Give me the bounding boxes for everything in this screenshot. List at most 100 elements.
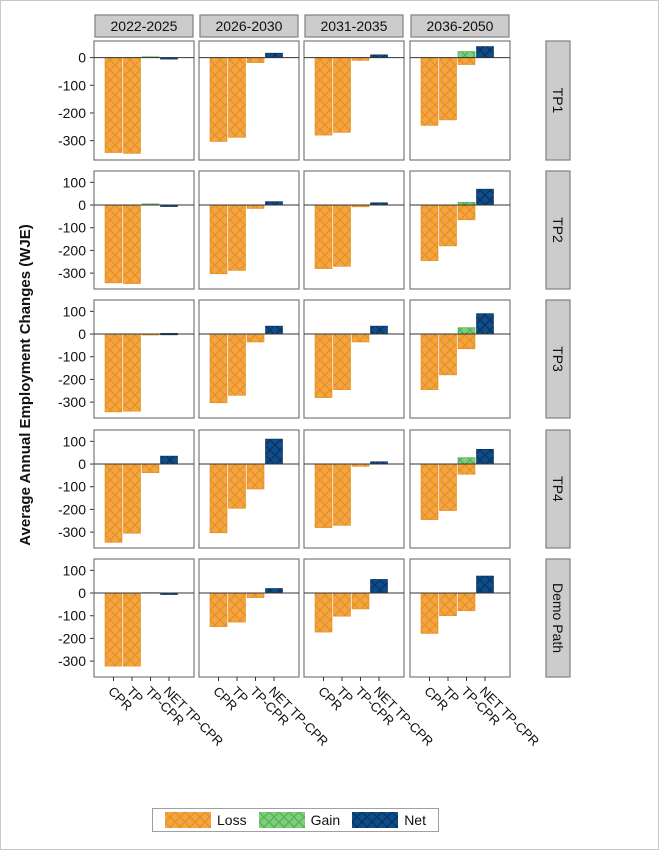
bar-loss-1-3-1: [439, 204, 457, 247]
row-strip-3: [545, 429, 571, 549]
bar-loss-0-0-0: [104, 57, 123, 153]
bar-loss-2-1-2: [246, 333, 265, 343]
y-tick-label-2-1: 0: [78, 326, 86, 342]
y-tick-label-1-2: -100: [58, 220, 86, 236]
bar-net-1-1: [265, 201, 283, 206]
bar-loss-3-0-1: [123, 463, 141, 534]
y-tick-label-0-3: -300: [58, 133, 86, 149]
bar-loss-0-1-0: [209, 57, 228, 142]
y-axis-label: Average Annual Employment Changes (WJE): [17, 224, 34, 545]
bar-loss-1-2-1: [333, 204, 351, 267]
y-tick-label-4-4: -300: [58, 653, 86, 669]
y-tick-label-0-1: -100: [58, 77, 86, 93]
y-tick-label-2-2: -100: [58, 349, 86, 365]
y-tick-label-2-3: -200: [58, 371, 86, 387]
y-tick-label-3-1: 0: [78, 456, 86, 472]
y-tick-label-1-1: 0: [78, 197, 86, 213]
row-strip-4: [545, 558, 571, 678]
bar-loss-3-2-0: [314, 463, 333, 528]
bar-loss-4-3-0: [420, 592, 439, 634]
column-strip-label-3: 2036-2050: [427, 18, 494, 34]
y-tick-label-4-2: -100: [58, 608, 86, 624]
bar-loss-4-3-1: [439, 592, 457, 617]
bar-net-0-1: [265, 52, 283, 58]
bar-loss-3-0-0: [104, 463, 123, 543]
bar-net-4-1: [265, 588, 283, 594]
bar-net-2-3: [476, 313, 494, 335]
y-tick-label-3-3: -200: [58, 501, 86, 517]
row-strip-label-0: TP1: [550, 88, 566, 114]
y-tick-label-4-3: -200: [58, 630, 86, 646]
column-strip-1: [199, 14, 299, 38]
bar-loss-1-3-0: [420, 204, 439, 261]
bar-net-3-1: [265, 438, 283, 465]
bar-loss-0-3-2: [457, 57, 476, 65]
column-strip-label-1: 2026-2030: [216, 18, 283, 34]
bar-net-3-0: [160, 455, 178, 465]
bar-loss-4-1-2: [246, 592, 265, 598]
bar-net-4-2: [370, 579, 388, 594]
column-strip-label-0: 2022-2025: [111, 18, 178, 34]
legend: Loss Gain Net: [152, 808, 439, 832]
bar-loss-2-1-1: [228, 333, 246, 396]
y-tick-label-1-4: -300: [58, 265, 86, 281]
legend-label-net: Net: [404, 812, 426, 828]
bar-loss-2-0-1: [123, 333, 141, 412]
bar-loss-3-0-2: [141, 463, 160, 473]
row-strip-2: [545, 299, 571, 419]
bar-loss-2-2-1: [333, 333, 351, 390]
y-tick-label-2-4: -300: [58, 394, 86, 410]
legend-label-gain: Gain: [310, 812, 341, 828]
bar-loss-0-1-1: [228, 57, 246, 138]
column-strip-0: [94, 14, 194, 38]
legend-swatch-net: [352, 812, 399, 828]
bar-loss-2-3-2: [457, 333, 476, 350]
bar-loss-1-1-0: [209, 204, 228, 275]
bar-loss-2-0-0: [104, 333, 123, 413]
bar-loss-0-0-1: [123, 57, 141, 154]
y-tick-label-1-3: -200: [58, 242, 86, 258]
y-tick-label-4-1: 0: [78, 585, 86, 601]
bar-loss-0-2-1: [333, 57, 351, 133]
bar-loss-3-2-1: [333, 463, 351, 526]
y-tick-label-1-0: 100: [63, 174, 87, 190]
bar-loss-4-2-2: [351, 592, 370, 610]
bar-gain-2-3-2: [457, 327, 476, 335]
bar-loss-0-3-0: [420, 57, 439, 126]
bar-loss-2-2-0: [314, 333, 333, 398]
bar-loss-1-0-1: [123, 204, 141, 284]
bar-loss-4-1-0: [209, 592, 228, 627]
y-tick-label-3-4: -300: [58, 524, 86, 540]
bar-loss-3-1-1: [228, 463, 246, 509]
row-strip-label-3: TP4: [550, 476, 566, 502]
column-strip-label-2: 2031-2035: [321, 18, 388, 34]
bar-loss-3-1-2: [246, 463, 265, 490]
y-tick-label-2-0: 100: [63, 303, 87, 319]
bar-loss-1-2-0: [314, 204, 333, 269]
bar-gain-0-3-2: [457, 51, 476, 58]
y-tick-label-0-2: -200: [58, 105, 86, 121]
row-strip-label-4: Demo Path: [550, 583, 566, 653]
bar-loss-3-3-1: [439, 463, 457, 511]
bar-loss-1-1-1: [228, 204, 246, 271]
bar-loss-3-1-0: [209, 463, 228, 534]
bar-loss-4-1-1: [228, 592, 246, 623]
legend-item-gain: Gain: [258, 812, 341, 828]
bar-loss-2-2-2: [351, 333, 370, 343]
y-tick-label-3-0: 100: [63, 433, 87, 449]
bar-loss-4-2-0: [314, 592, 333, 633]
bar-loss-0-3-1: [439, 57, 457, 121]
legend-item-net: Net: [352, 812, 426, 828]
row-strip-1: [545, 170, 571, 290]
column-strip-3: [410, 14, 510, 38]
y-tick-label-0-0: 0: [78, 50, 86, 66]
bar-net-2-1: [265, 325, 283, 335]
bar-loss-2-1-0: [209, 333, 228, 404]
bar-gain-3-3-2: [457, 457, 476, 465]
y-tick-label-3-2: -100: [58, 479, 86, 495]
legend-item-loss: Loss: [165, 812, 247, 828]
row-strip-label-1: TP2: [550, 217, 566, 243]
bar-loss-2-3-0: [420, 333, 439, 390]
legend-swatch-loss: [165, 812, 211, 828]
bar-net-3-3: [476, 448, 494, 465]
